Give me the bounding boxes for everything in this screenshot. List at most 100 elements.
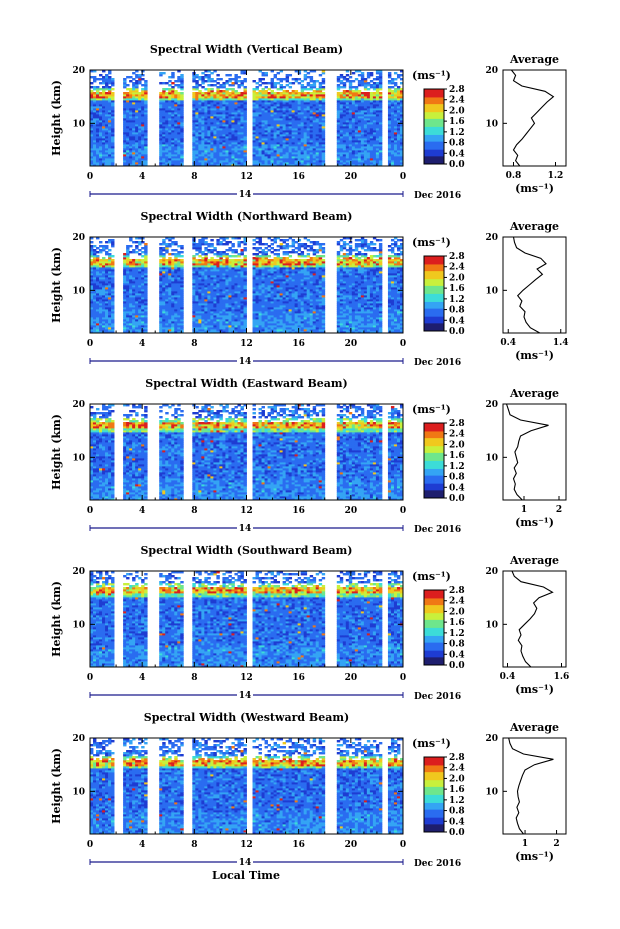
heatmap-cell [195, 84, 199, 87]
heatmap-cell [192, 265, 196, 268]
heatmap-cell [339, 120, 344, 123]
heatmap-cell [222, 118, 226, 121]
heatmap-cell [231, 140, 235, 143]
heatmap-cell [171, 271, 175, 274]
heatmap-cell [90, 98, 94, 101]
heatmap-cell [135, 144, 139, 147]
heatmap-cell [252, 130, 256, 133]
heatmap-cell [96, 263, 100, 266]
heatmap-cell [195, 259, 199, 262]
heatmap-cell [165, 271, 169, 274]
heatmap-cell [375, 154, 380, 157]
heatmap-cell [201, 243, 205, 246]
heatmap-cell [168, 269, 172, 272]
heatmap-cell [165, 134, 169, 137]
heatmap-cell [396, 148, 401, 151]
heatmap-cell [231, 128, 235, 131]
heatmap-cell [288, 152, 293, 155]
heatmap-cell [123, 307, 127, 310]
heatmap-cell [135, 275, 139, 278]
heatmap-cell [135, 319, 139, 322]
heatmap-cell [216, 126, 220, 129]
heatmap-cell [354, 90, 359, 93]
heatmap-cell [309, 86, 314, 89]
heatmap-cell [285, 124, 290, 127]
heatmap-cell [135, 299, 139, 302]
heatmap-cell [111, 98, 115, 101]
heatmap-cell [102, 315, 106, 318]
heatmap-cell [111, 317, 115, 320]
heatmap-cell [288, 150, 293, 153]
heatmap-cell [339, 138, 344, 141]
heatmap-cell [93, 283, 97, 286]
heatmap-cell [216, 108, 220, 111]
heatmap-cell [102, 86, 106, 89]
heatmap-cell [273, 74, 277, 77]
heatmap-cell [102, 321, 106, 324]
heatmap-cell [126, 148, 130, 151]
heatmap-cell [108, 269, 112, 272]
heatmap-cell [207, 126, 211, 129]
heatmap-cell [288, 120, 293, 123]
heatmap-cell [303, 70, 308, 73]
heatmap-cell [93, 116, 97, 119]
heatmap-cell [90, 321, 94, 324]
heatmap-cell [105, 281, 109, 284]
heatmap-cell [180, 261, 184, 264]
heatmap-cell [162, 263, 166, 266]
heatmap-cell [135, 313, 139, 316]
heatmap-cell [393, 108, 398, 111]
heatmap-cell [111, 150, 115, 153]
heatmap-cell [357, 102, 362, 105]
heatmap-cell [216, 132, 220, 135]
heatmap-cell [306, 84, 311, 87]
heatmap-cell [96, 293, 100, 296]
heatmap-cell [282, 136, 287, 139]
heatmap-cell [144, 329, 148, 332]
heatmap-cell [267, 124, 271, 127]
heatmap-cell [393, 88, 398, 91]
heatmap-cell [270, 160, 274, 163]
heatmap-cell [390, 102, 395, 105]
heatmap-cell [141, 84, 145, 87]
heatmap-cell [102, 261, 106, 264]
heatmap-cell [369, 92, 374, 95]
heatmap-cell [378, 152, 383, 155]
heatmap-cell [312, 144, 317, 147]
heatmap-cell [252, 120, 256, 123]
heatmap-cell [213, 132, 217, 135]
heatmap-cell [171, 269, 175, 272]
heatmap-cell [366, 114, 371, 117]
heatmap-cell [288, 82, 293, 85]
heatmap-cell [105, 164, 109, 167]
heatmap-cell [138, 120, 142, 123]
heatmap-cell [300, 118, 305, 121]
heatmap-cell [342, 160, 347, 163]
heatmap-cell [201, 305, 205, 308]
heatmap-cell [159, 142, 163, 145]
heatmap-cell [336, 112, 341, 115]
heatmap-cell [126, 309, 130, 312]
heatmap-cell [105, 102, 109, 105]
heatmap-cell [96, 285, 100, 288]
heatmap-cell [285, 94, 290, 97]
heatmap-cell [210, 162, 214, 165]
heatmap-cell [99, 114, 103, 117]
heatmap-cell [225, 136, 229, 139]
heatmap-cell [141, 251, 145, 254]
heatmap-cell [351, 146, 356, 149]
heatmap-cell [177, 309, 181, 312]
heatmap-cell [90, 271, 94, 274]
heatmap-cell [288, 128, 293, 131]
heatmap-cell [261, 134, 265, 137]
heatmap-cell [315, 150, 320, 153]
heatmap-cell [165, 108, 169, 111]
heatmap-cell [387, 116, 392, 119]
heatmap-cell [171, 289, 175, 292]
heatmap-cell [312, 160, 317, 163]
heatmap-cell [168, 100, 172, 103]
heatmap-cell [309, 150, 314, 153]
heatmap-cell [360, 78, 365, 81]
heatmap-cell [225, 162, 229, 165]
heatmap-cell [159, 102, 163, 105]
